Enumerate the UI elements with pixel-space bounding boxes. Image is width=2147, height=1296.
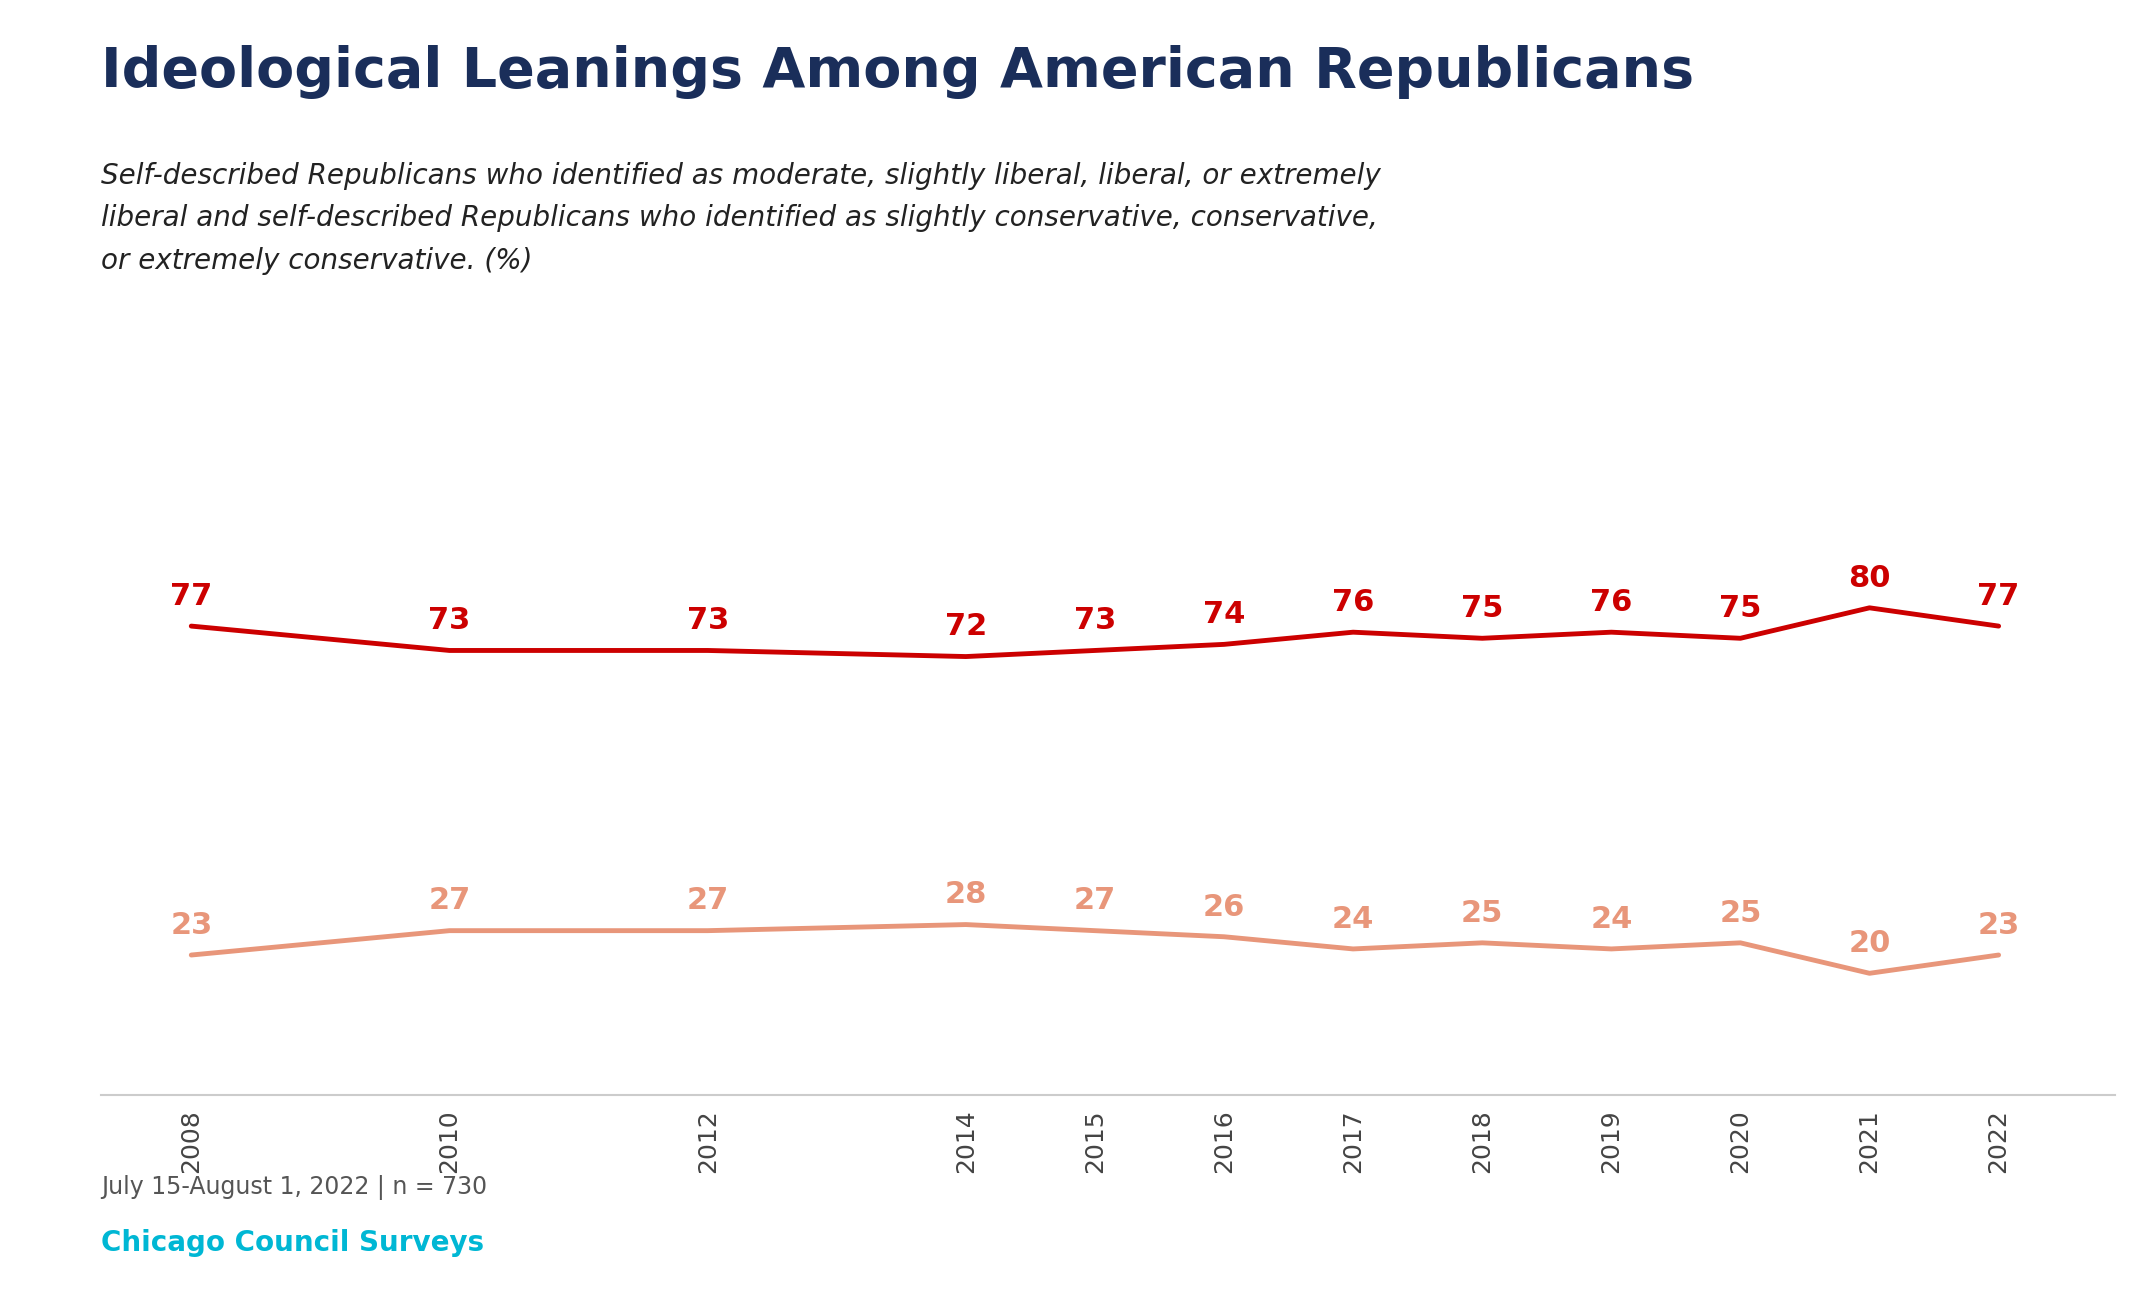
Text: 73: 73 [429, 607, 470, 635]
Text: Chicago Council Surveys: Chicago Council Surveys [101, 1229, 483, 1257]
Text: 23: 23 [1977, 911, 2020, 940]
Text: 23: 23 [170, 911, 213, 940]
Text: 75: 75 [1720, 594, 1761, 623]
Text: 24: 24 [1591, 905, 1632, 933]
Text: 28: 28 [945, 880, 988, 910]
Text: Self-described Republicans who identified as moderate, slightly liberal, liberal: Self-described Republicans who identifie… [101, 162, 1381, 275]
Text: 72: 72 [945, 612, 988, 642]
Text: 77: 77 [170, 582, 213, 610]
Text: 25: 25 [1720, 898, 1761, 928]
Text: 27: 27 [429, 886, 470, 915]
Text: 73: 73 [1074, 607, 1116, 635]
Text: 75: 75 [1462, 594, 1503, 623]
Text: 74: 74 [1202, 600, 1245, 629]
Text: 27: 27 [1074, 886, 1116, 915]
Text: 24: 24 [1331, 905, 1374, 933]
Text: 73: 73 [687, 607, 728, 635]
Text: 27: 27 [687, 886, 728, 915]
Text: 77: 77 [1977, 582, 2020, 610]
Text: 25: 25 [1462, 898, 1503, 928]
Text: 80: 80 [1849, 564, 1892, 592]
Text: 20: 20 [1849, 929, 1892, 958]
Text: Ideological Leanings Among American Republicans: Ideological Leanings Among American Repu… [101, 45, 1694, 100]
Text: July 15-August 1, 2022 | n = 730: July 15-August 1, 2022 | n = 730 [101, 1175, 487, 1200]
Text: 26: 26 [1202, 893, 1245, 921]
Text: 76: 76 [1331, 588, 1374, 617]
Text: 76: 76 [1591, 588, 1632, 617]
